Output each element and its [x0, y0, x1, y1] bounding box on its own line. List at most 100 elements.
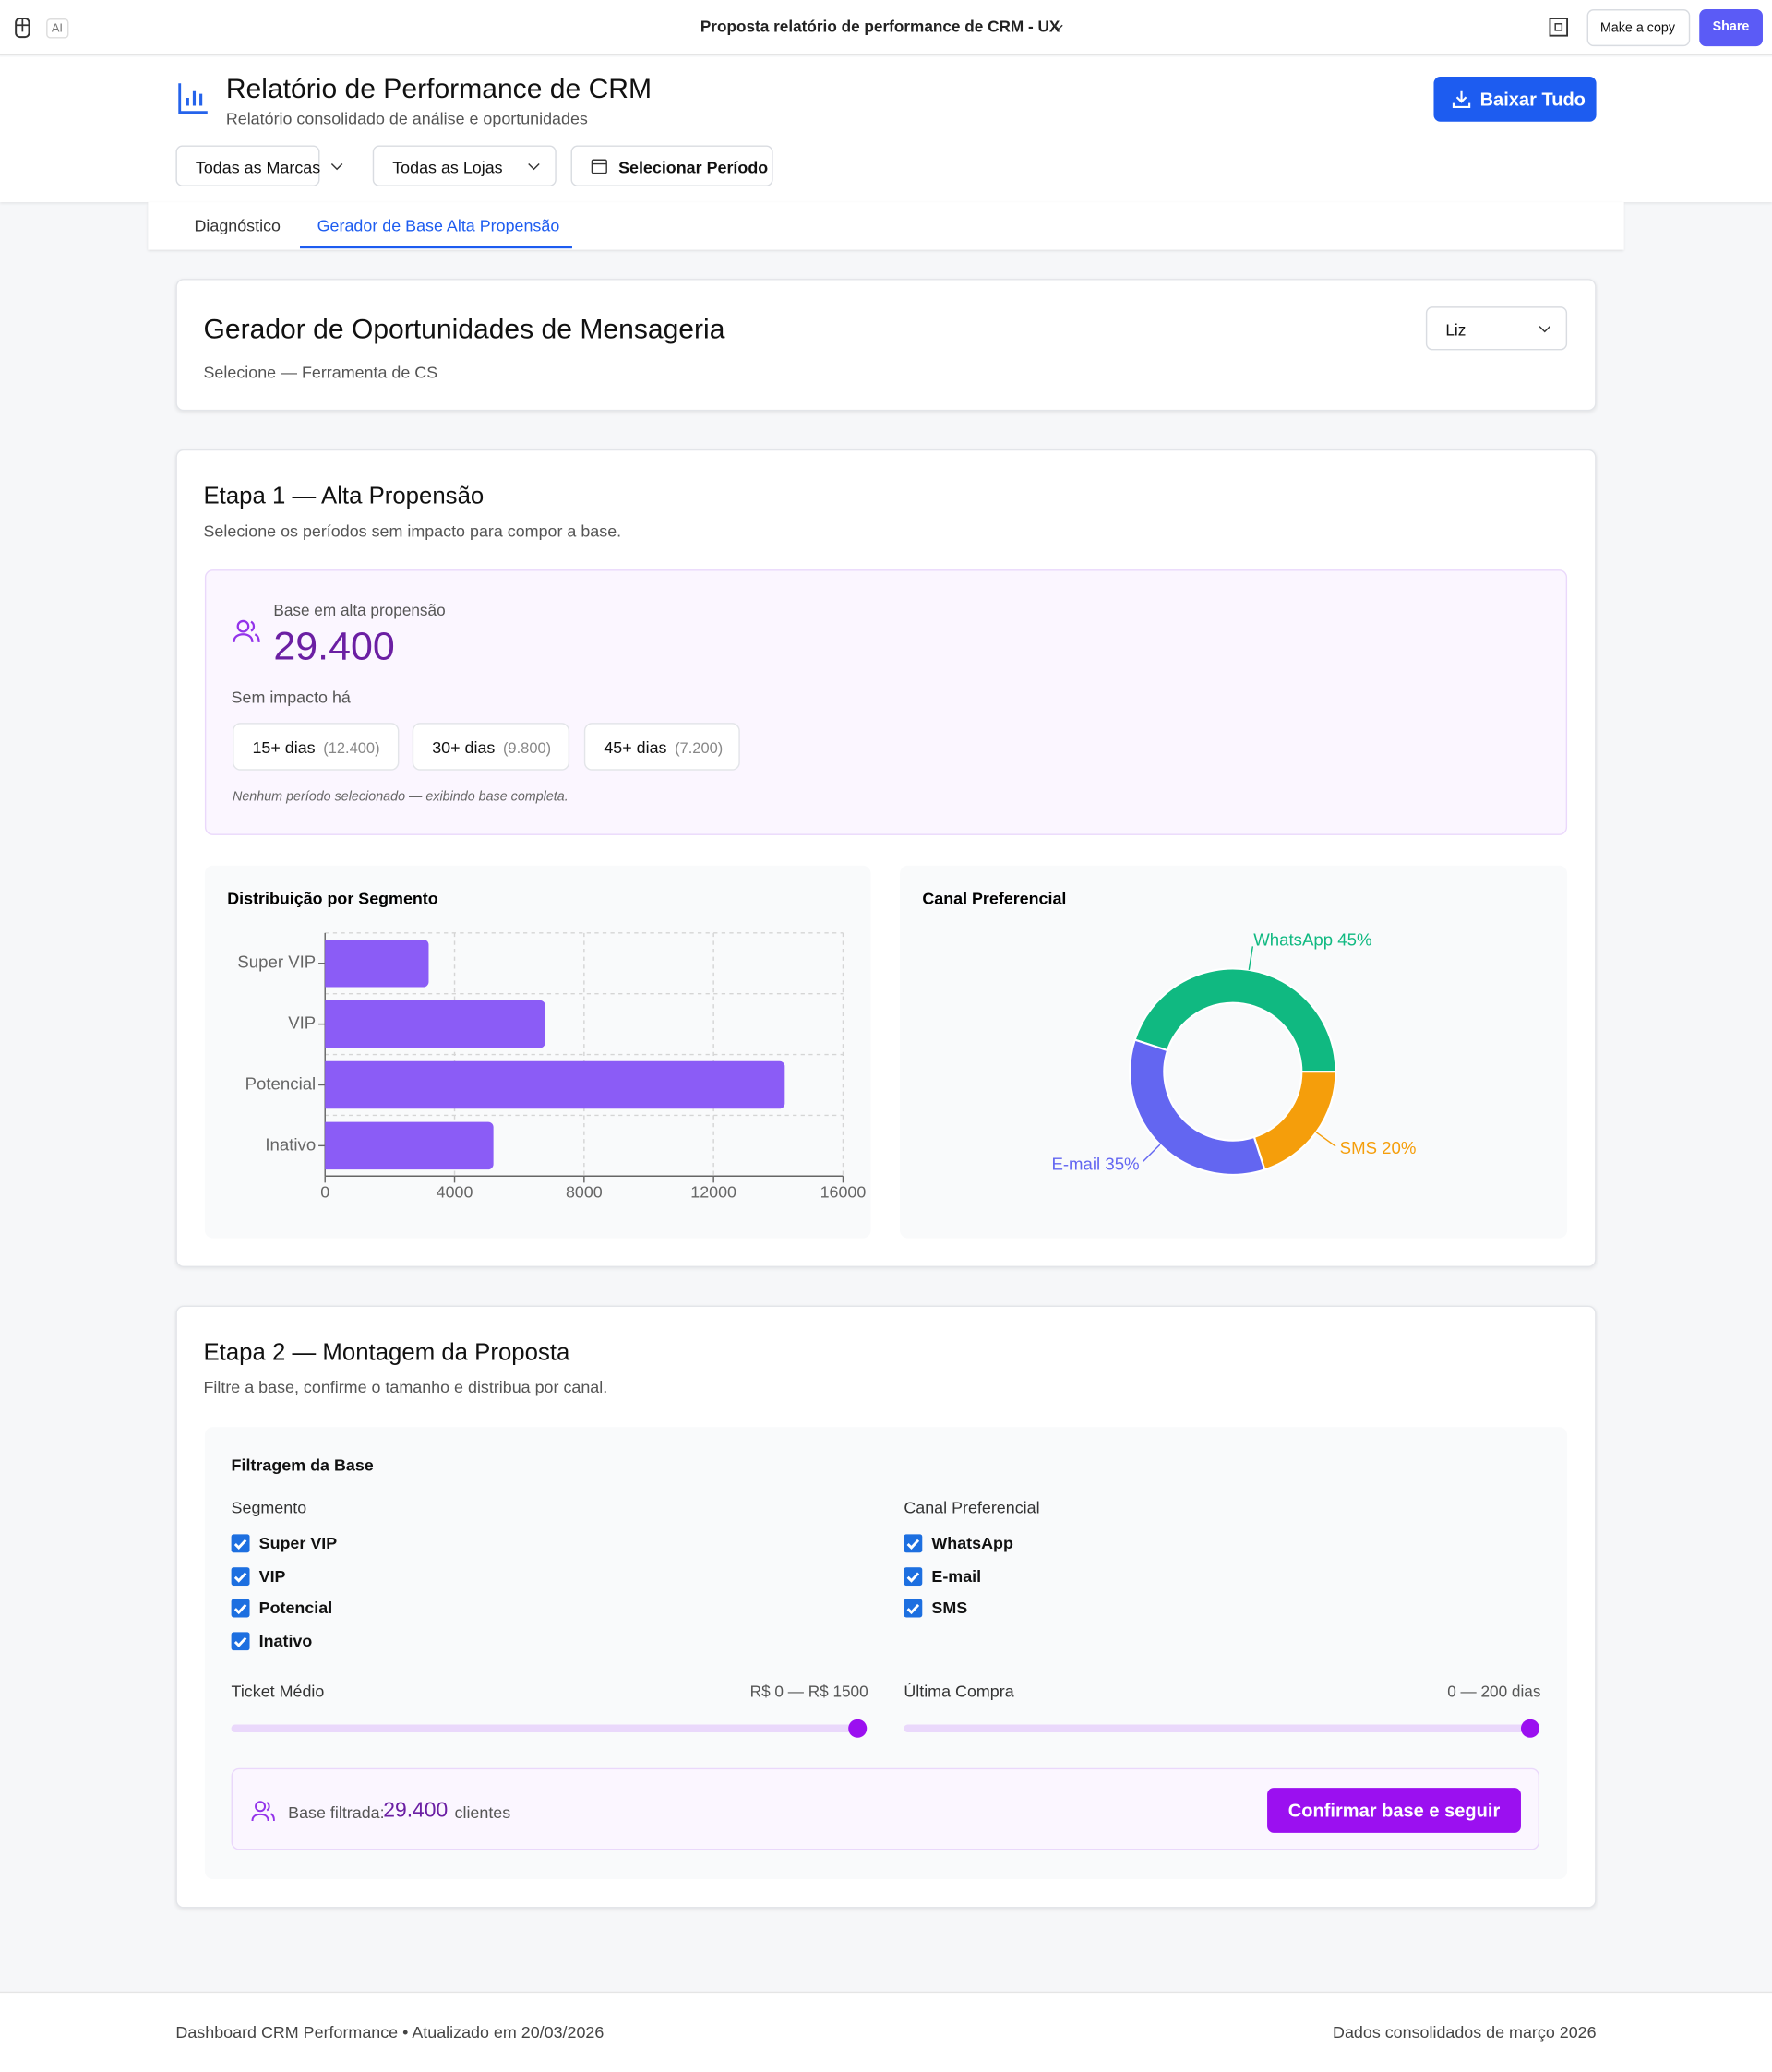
slider-track[interactable]	[904, 1724, 1536, 1733]
y-tick-label: Inativo	[265, 1134, 316, 1154]
checkbox-label: Super VIP	[258, 1534, 338, 1553]
summary-unit: clientes	[454, 1803, 511, 1823]
period-text: 15+ dias (12.400)	[252, 738, 379, 758]
page-title: Relatório de Performance de CRM	[225, 74, 653, 105]
ai-badge[interactable]: AI	[46, 18, 68, 39]
tab-active[interactable]: Gerador de Base Alta Propensão	[317, 216, 560, 235]
bar	[325, 1000, 545, 1048]
section-title: Etapa 2 — Montagem da Proposta	[203, 1338, 570, 1366]
slider-range: 0 — 200 dias	[1447, 1682, 1541, 1701]
summary-value: 29.400	[383, 1800, 449, 1823]
x-tick-label: 8000	[566, 1183, 603, 1202]
group-label: Segmento	[231, 1498, 307, 1517]
x-tick-label: 4000	[437, 1183, 473, 1202]
group-label: Canal Preferencial	[904, 1498, 1040, 1517]
file-title[interactable]: Proposta relatório de performance de CRM…	[700, 17, 1060, 36]
button-label: Baixar Tudo	[1479, 88, 1586, 110]
footer-left: Dashboard CRM Performance • Atualizado e…	[175, 2023, 605, 2042]
share-button[interactable]: Share	[1699, 9, 1763, 47]
store-filter[interactable]: Todas as Lojas	[372, 145, 557, 186]
checkbox-label: SMS	[931, 1599, 968, 1618]
make-copy-button[interactable]: Make a copy	[1586, 9, 1691, 47]
checkbox[interactable]	[231, 1534, 250, 1553]
checkbox[interactable]	[231, 1599, 250, 1618]
period-filter[interactable]: Selecionar Período	[570, 145, 773, 186]
note: Nenhum período selecionado — exibindo ba…	[232, 790, 569, 805]
chart-icon	[178, 83, 208, 114]
donut-slice	[1252, 1071, 1337, 1171]
tab[interactable]: Diagnóstico	[194, 216, 281, 235]
filter-label: Todas as Lojas	[392, 158, 503, 177]
section-subtitle: Filtre a base, confirme o tamanho e dist…	[203, 1378, 608, 1397]
donut-slice	[1129, 1038, 1266, 1176]
base-label: Base em alta propensão	[273, 601, 446, 620]
checkbox-label: Potencial	[258, 1599, 333, 1618]
slider-label: Última Compra	[904, 1682, 1014, 1701]
button-label: Share	[1712, 19, 1750, 35]
leader-line	[1248, 946, 1254, 970]
slider-thumb[interactable]	[848, 1719, 868, 1738]
period-button[interactable]: 15+ dias (12.400)	[232, 723, 400, 771]
filter-label: Todas as Marcas	[195, 158, 321, 177]
slider-label: Ticket Médio	[231, 1682, 325, 1701]
checkbox[interactable]	[904, 1534, 923, 1553]
y-tick-label: VIP	[288, 1013, 316, 1033]
slider-thumb[interactable]	[1520, 1719, 1540, 1738]
generator-card	[175, 279, 1597, 412]
bar	[325, 1121, 494, 1170]
chevron	[1054, 24, 1063, 30]
period-label: 15+ dias	[252, 738, 316, 758]
tab-underline	[300, 246, 572, 249]
checkbox[interactable]	[904, 1599, 923, 1618]
page-subtitle: Relatório consolidado de análise e oport…	[225, 109, 588, 128]
leader-line	[1315, 1132, 1336, 1147]
confirm-button[interactable]: Confirmar base e seguir	[1267, 1788, 1521, 1833]
slice-label: SMS 20%	[1340, 1138, 1417, 1157]
x-tick-label: 16000	[820, 1183, 867, 1202]
period-button[interactable]: 45+ dias (7.200)	[583, 723, 740, 771]
y-tick-label: Potencial	[245, 1073, 317, 1093]
users-icon	[251, 1801, 275, 1822]
checkbox[interactable]	[231, 1566, 250, 1586]
section-subtitle: Selecione — Ferramenta de CS	[203, 363, 438, 382]
checkbox-label: WhatsApp	[931, 1534, 1013, 1553]
period-text: 45+ dias (7.200)	[604, 739, 724, 758]
button-label: Make a copy	[1599, 20, 1676, 36]
pie-chart-card: Canal Preferencial WhatsApp 45% SMS 20% E-m…	[900, 865, 1568, 1239]
checkbox[interactable]	[231, 1631, 250, 1650]
period-count: (7.200)	[675, 741, 724, 758]
footer-right: Dados consolidados de março 2026	[1333, 2023, 1597, 2042]
select-label: Liz	[1445, 320, 1467, 340]
donut-chart: Canal Preferencial WhatsApp 45% SMS 20% E-m…	[922, 890, 1417, 1176]
chevron	[330, 163, 343, 171]
period-button[interactable]: 30+ dias (9.800)	[412, 723, 570, 771]
checkbox-label: VIP	[258, 1566, 286, 1586]
checkbox[interactable]	[904, 1566, 923, 1586]
present-icon[interactable]	[1548, 16, 1570, 38]
propensity-panel	[204, 569, 1568, 835]
summary-label: Base filtrada:	[288, 1803, 385, 1823]
section-title: Gerador de Oportunidades de Mensageria	[203, 314, 725, 345]
period-text: 30+ dias (9.800)	[432, 739, 552, 758]
chevron	[1539, 326, 1550, 333]
period-count: (9.800)	[502, 741, 552, 758]
section-subtitle: Selecione os períodos sem impacto para c…	[203, 521, 622, 541]
x-tick-label: 0	[320, 1183, 329, 1202]
brand-filter[interactable]: Todas as Marcas	[175, 145, 343, 186]
download-icon	[1452, 90, 1471, 109]
download-button[interactable]: Baixar Tudo	[1433, 77, 1597, 122]
figma-icon	[15, 18, 30, 39]
no-impact-label: Sem impacto há	[231, 688, 351, 707]
chart-title: Canal Preferencial	[922, 890, 1066, 908]
slider-track[interactable]	[231, 1724, 862, 1733]
chevron	[528, 163, 540, 171]
section-title: Etapa 1 — Alta Propensão	[203, 482, 485, 509]
x-tick-label: 12000	[690, 1183, 736, 1202]
user-select[interactable]: Liz	[1425, 306, 1568, 351]
top-bar	[0, 0, 1772, 56]
bar-chart: Distribuição por Segmento 0 4000 8000 12000 1…	[227, 890, 867, 1202]
tab-bar	[148, 202, 1624, 250]
bar	[325, 1060, 785, 1109]
